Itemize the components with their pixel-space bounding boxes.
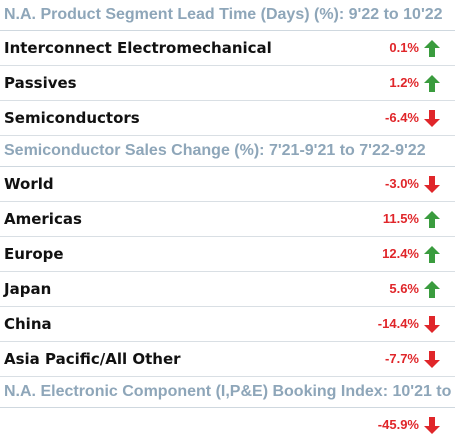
arrow-up-icon <box>424 281 440 298</box>
table-row: Semiconductors -6.4% <box>0 101 455 136</box>
row-label: Semiconductors <box>4 109 140 127</box>
row-label: Passives <box>4 74 77 92</box>
table-row: China -14.4% <box>0 307 455 342</box>
section-title: N.A. Electronic Component (I,P&E) Bookin… <box>0 377 455 408</box>
row-label: Americas <box>4 210 82 228</box>
row-label: World <box>4 175 54 193</box>
arrow-up-icon <box>424 75 440 92</box>
table-row: Interconnect Electromechanical 0.1% <box>0 31 455 66</box>
table-row: World -3.0% <box>0 167 455 202</box>
arrow-down-icon <box>424 351 440 368</box>
table-row: Europe 12.4% <box>0 237 455 272</box>
section-title: N.A. Product Segment Lead Time (Days) (%… <box>0 0 455 31</box>
row-value: -7.7% <box>385 351 419 366</box>
row-label: Asia Pacific/All Other <box>4 350 181 368</box>
row-label: Europe <box>4 245 64 263</box>
row-value: 12.4% <box>382 246 419 261</box>
row-label: Japan <box>4 280 52 298</box>
arrow-up-icon <box>424 211 440 228</box>
section-title: Semiconductor Sales Change (%): 7'21-9'2… <box>0 136 455 167</box>
arrow-down-icon <box>424 316 440 333</box>
table-row: -45.9% <box>0 408 455 440</box>
row-value: 0.1% <box>389 40 419 55</box>
row-value: -6.4% <box>385 110 419 125</box>
row-value: -45.9% <box>377 417 419 432</box>
row-value: -14.4% <box>377 316 419 331</box>
arrow-down-icon <box>424 417 440 434</box>
arrow-up-icon <box>424 246 440 263</box>
row-value: -3.0% <box>385 176 419 191</box>
row-value: 11.5% <box>382 211 419 226</box>
arrow-down-icon <box>424 110 440 127</box>
arrow-down-icon <box>424 176 440 193</box>
table-row: Americas 11.5% <box>0 202 455 237</box>
row-label: China <box>4 315 52 333</box>
table-row: Passives 1.2% <box>0 66 455 101</box>
row-label: Interconnect Electromechanical <box>4 39 272 57</box>
row-value: 1.2% <box>389 75 419 90</box>
table-row: Asia Pacific/All Other -7.7% <box>0 342 455 377</box>
row-value: 5.6% <box>389 281 419 296</box>
arrow-up-icon <box>424 40 440 57</box>
table-row: Japan 5.6% <box>0 272 455 307</box>
